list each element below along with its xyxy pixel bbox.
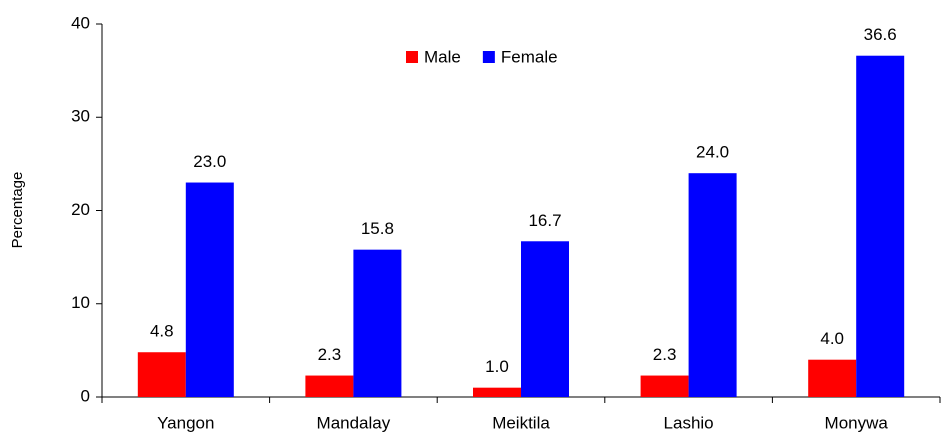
data-label: 1.0 bbox=[485, 357, 509, 376]
y-tick-label: 30 bbox=[71, 107, 90, 126]
bar bbox=[473, 387, 521, 397]
bar bbox=[521, 241, 569, 397]
data-label: 36.6 bbox=[864, 25, 897, 44]
bar bbox=[808, 359, 857, 397]
legend-label: Male bbox=[424, 47, 461, 66]
y-axis-label: Percentage bbox=[9, 172, 26, 249]
x-tick-label: Meiktila bbox=[492, 413, 550, 432]
x-tick-label: Monywa bbox=[825, 413, 889, 432]
x-tick-label: Mandalay bbox=[317, 413, 391, 432]
legend-label: Female bbox=[501, 47, 558, 66]
y-tick-label: 0 bbox=[81, 386, 90, 405]
data-label: 4.0 bbox=[820, 329, 844, 348]
legend-swatch bbox=[482, 51, 495, 63]
data-label: 2.3 bbox=[318, 345, 342, 364]
data-label: 24.0 bbox=[696, 143, 729, 162]
x-tick-label: Lashio bbox=[664, 413, 714, 432]
y-tick-label: 40 bbox=[71, 13, 90, 32]
bar bbox=[688, 173, 737, 397]
y-tick-label: 10 bbox=[71, 293, 90, 312]
bar bbox=[305, 375, 354, 397]
bar bbox=[640, 375, 689, 397]
bar bbox=[353, 249, 402, 397]
data-label: 2.3 bbox=[653, 345, 677, 364]
data-label: 4.8 bbox=[150, 322, 174, 341]
y-tick-label: 20 bbox=[71, 200, 90, 219]
legend-swatch bbox=[406, 51, 418, 63]
data-label: 15.8 bbox=[361, 219, 394, 238]
data-label: 16.7 bbox=[528, 211, 561, 230]
data-label: 23.0 bbox=[193, 152, 226, 171]
bar bbox=[856, 55, 905, 398]
bar bbox=[137, 352, 186, 397]
bar bbox=[185, 182, 234, 397]
x-tick-label: Yangon bbox=[157, 413, 214, 432]
